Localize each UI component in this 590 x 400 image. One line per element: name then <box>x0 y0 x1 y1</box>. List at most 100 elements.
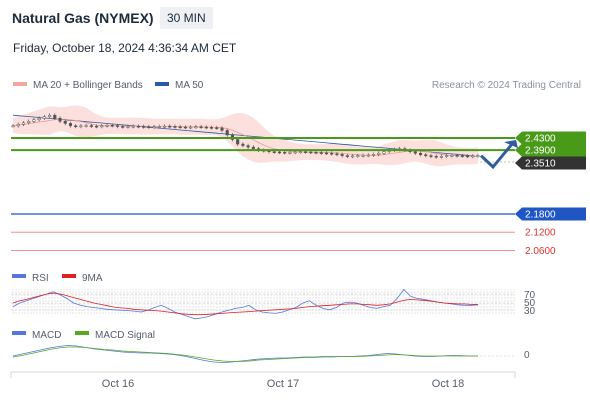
candle-body <box>434 155 438 158</box>
legend-ma20: MA 20 + Bollinger Bands <box>13 80 143 91</box>
candle-body <box>309 151 313 154</box>
candle-body <box>100 125 104 128</box>
candle-body <box>345 155 349 157</box>
candle-body <box>37 117 41 121</box>
macd-signal-legend: MACD Signal <box>95 330 155 341</box>
candle-body <box>48 114 52 117</box>
level-label-2.1200: 2.1200 <box>525 228 556 239</box>
rsi-line <box>12 288 479 320</box>
candle-body <box>314 152 318 154</box>
candle-body <box>157 126 161 128</box>
level-label-2.3900: 2.3900 <box>525 146 556 157</box>
candle-body <box>152 126 156 129</box>
x-axis: Oct 16 Oct 17 Oct 18 <box>10 371 516 390</box>
candle-body <box>371 154 376 156</box>
candle-body <box>42 116 46 119</box>
candle-body <box>189 126 193 129</box>
candle-body <box>68 123 73 127</box>
timestamp: Friday, October 18, 2024 4:36:34 AM CET <box>13 41 237 55</box>
candle-body <box>63 121 67 124</box>
candle-body <box>418 152 423 155</box>
candle-body <box>58 117 62 122</box>
macd-signal-line <box>12 346 478 362</box>
candle-body <box>95 125 99 128</box>
level-label-2.0600: 2.0600 <box>525 246 556 257</box>
projection-arrow <box>479 143 514 170</box>
candle-body <box>209 127 214 129</box>
rsi-panel: RSI 9MA 70 50 30 <box>11 273 536 320</box>
candle-body <box>11 125 15 128</box>
candle-body <box>204 126 208 129</box>
candle-body <box>460 155 464 157</box>
candle-body <box>173 126 177 128</box>
candle-body <box>53 114 57 119</box>
level-label-2.4300: 2.4300 <box>525 134 556 145</box>
candle-body <box>356 155 360 157</box>
candle-body <box>84 125 88 127</box>
candle-body <box>450 155 454 157</box>
candle-body <box>220 127 224 131</box>
level-tag-support <box>515 207 586 221</box>
candle-body <box>236 139 240 145</box>
candle-body <box>194 126 198 129</box>
candle-body <box>366 154 370 157</box>
candle-body <box>16 124 20 127</box>
candle-body <box>298 151 302 153</box>
candle-body <box>293 151 297 154</box>
rsi-ma-swatch <box>62 274 76 278</box>
candle-body <box>277 151 282 154</box>
macd-tick-0: 0 <box>524 350 530 361</box>
candle-body <box>199 126 203 129</box>
macd-line <box>12 345 478 363</box>
candle-body <box>147 126 151 129</box>
legend-ma20-label: MA 20 + Bollinger Bands <box>33 80 143 91</box>
candle-body <box>32 119 36 122</box>
candle-body <box>79 125 83 128</box>
candle-body <box>178 126 182 129</box>
ma20-swatch <box>13 82 27 87</box>
candle-body <box>225 130 229 136</box>
ma20-line <box>12 118 479 157</box>
candle-body <box>21 122 25 125</box>
candle-body <box>74 125 78 128</box>
copyright-notice: Research © 2024 Trading Central <box>431 80 581 91</box>
candle-body <box>340 154 344 156</box>
candle-body <box>476 155 480 157</box>
rsi-ma-legend: 9MA <box>82 273 103 284</box>
candle-body <box>324 152 329 155</box>
x-tick-oct18: Oct 18 <box>432 378 464 390</box>
projection-arrowhead <box>504 140 518 149</box>
candle-body <box>251 146 255 149</box>
rsi-ma-line <box>12 292 478 316</box>
candle-body <box>89 125 93 127</box>
candle-body <box>377 152 381 155</box>
candle-body <box>445 155 449 157</box>
candle-body <box>288 152 292 154</box>
candle-body <box>304 151 308 153</box>
candle-body <box>429 155 433 157</box>
macd-panel: MACD MACD Signal 0 <box>12 330 530 363</box>
level-tag-resistance <box>515 143 586 157</box>
rsi-tick-30: 30 <box>524 306 536 317</box>
level-label-2.3510: 2.3510 <box>525 159 556 170</box>
level-label-2.1800: 2.1800 <box>525 210 556 221</box>
rsi-swatch <box>12 274 26 278</box>
candle-body <box>424 154 428 156</box>
level-tag-current <box>515 156 586 170</box>
candle-body <box>471 155 475 158</box>
header: Natural Gas (NYMEX) 30 MIN <box>0 0 590 38</box>
timeframe-button[interactable]: 30 MIN <box>160 7 213 29</box>
rsi-tick-50: 50 <box>524 298 536 309</box>
candle-body <box>121 126 125 128</box>
candle-body <box>382 151 386 154</box>
candle-body <box>142 126 146 128</box>
instrument-title: Natural Gas (NYMEX) <box>12 10 154 26</box>
candle-body <box>131 125 135 128</box>
x-tick-oct16: Oct 16 <box>102 378 134 390</box>
macd-signal-swatch <box>75 331 89 335</box>
candle-body <box>105 124 109 127</box>
candle-body <box>27 121 31 124</box>
candle-body <box>110 124 114 127</box>
candle-body <box>361 155 365 157</box>
